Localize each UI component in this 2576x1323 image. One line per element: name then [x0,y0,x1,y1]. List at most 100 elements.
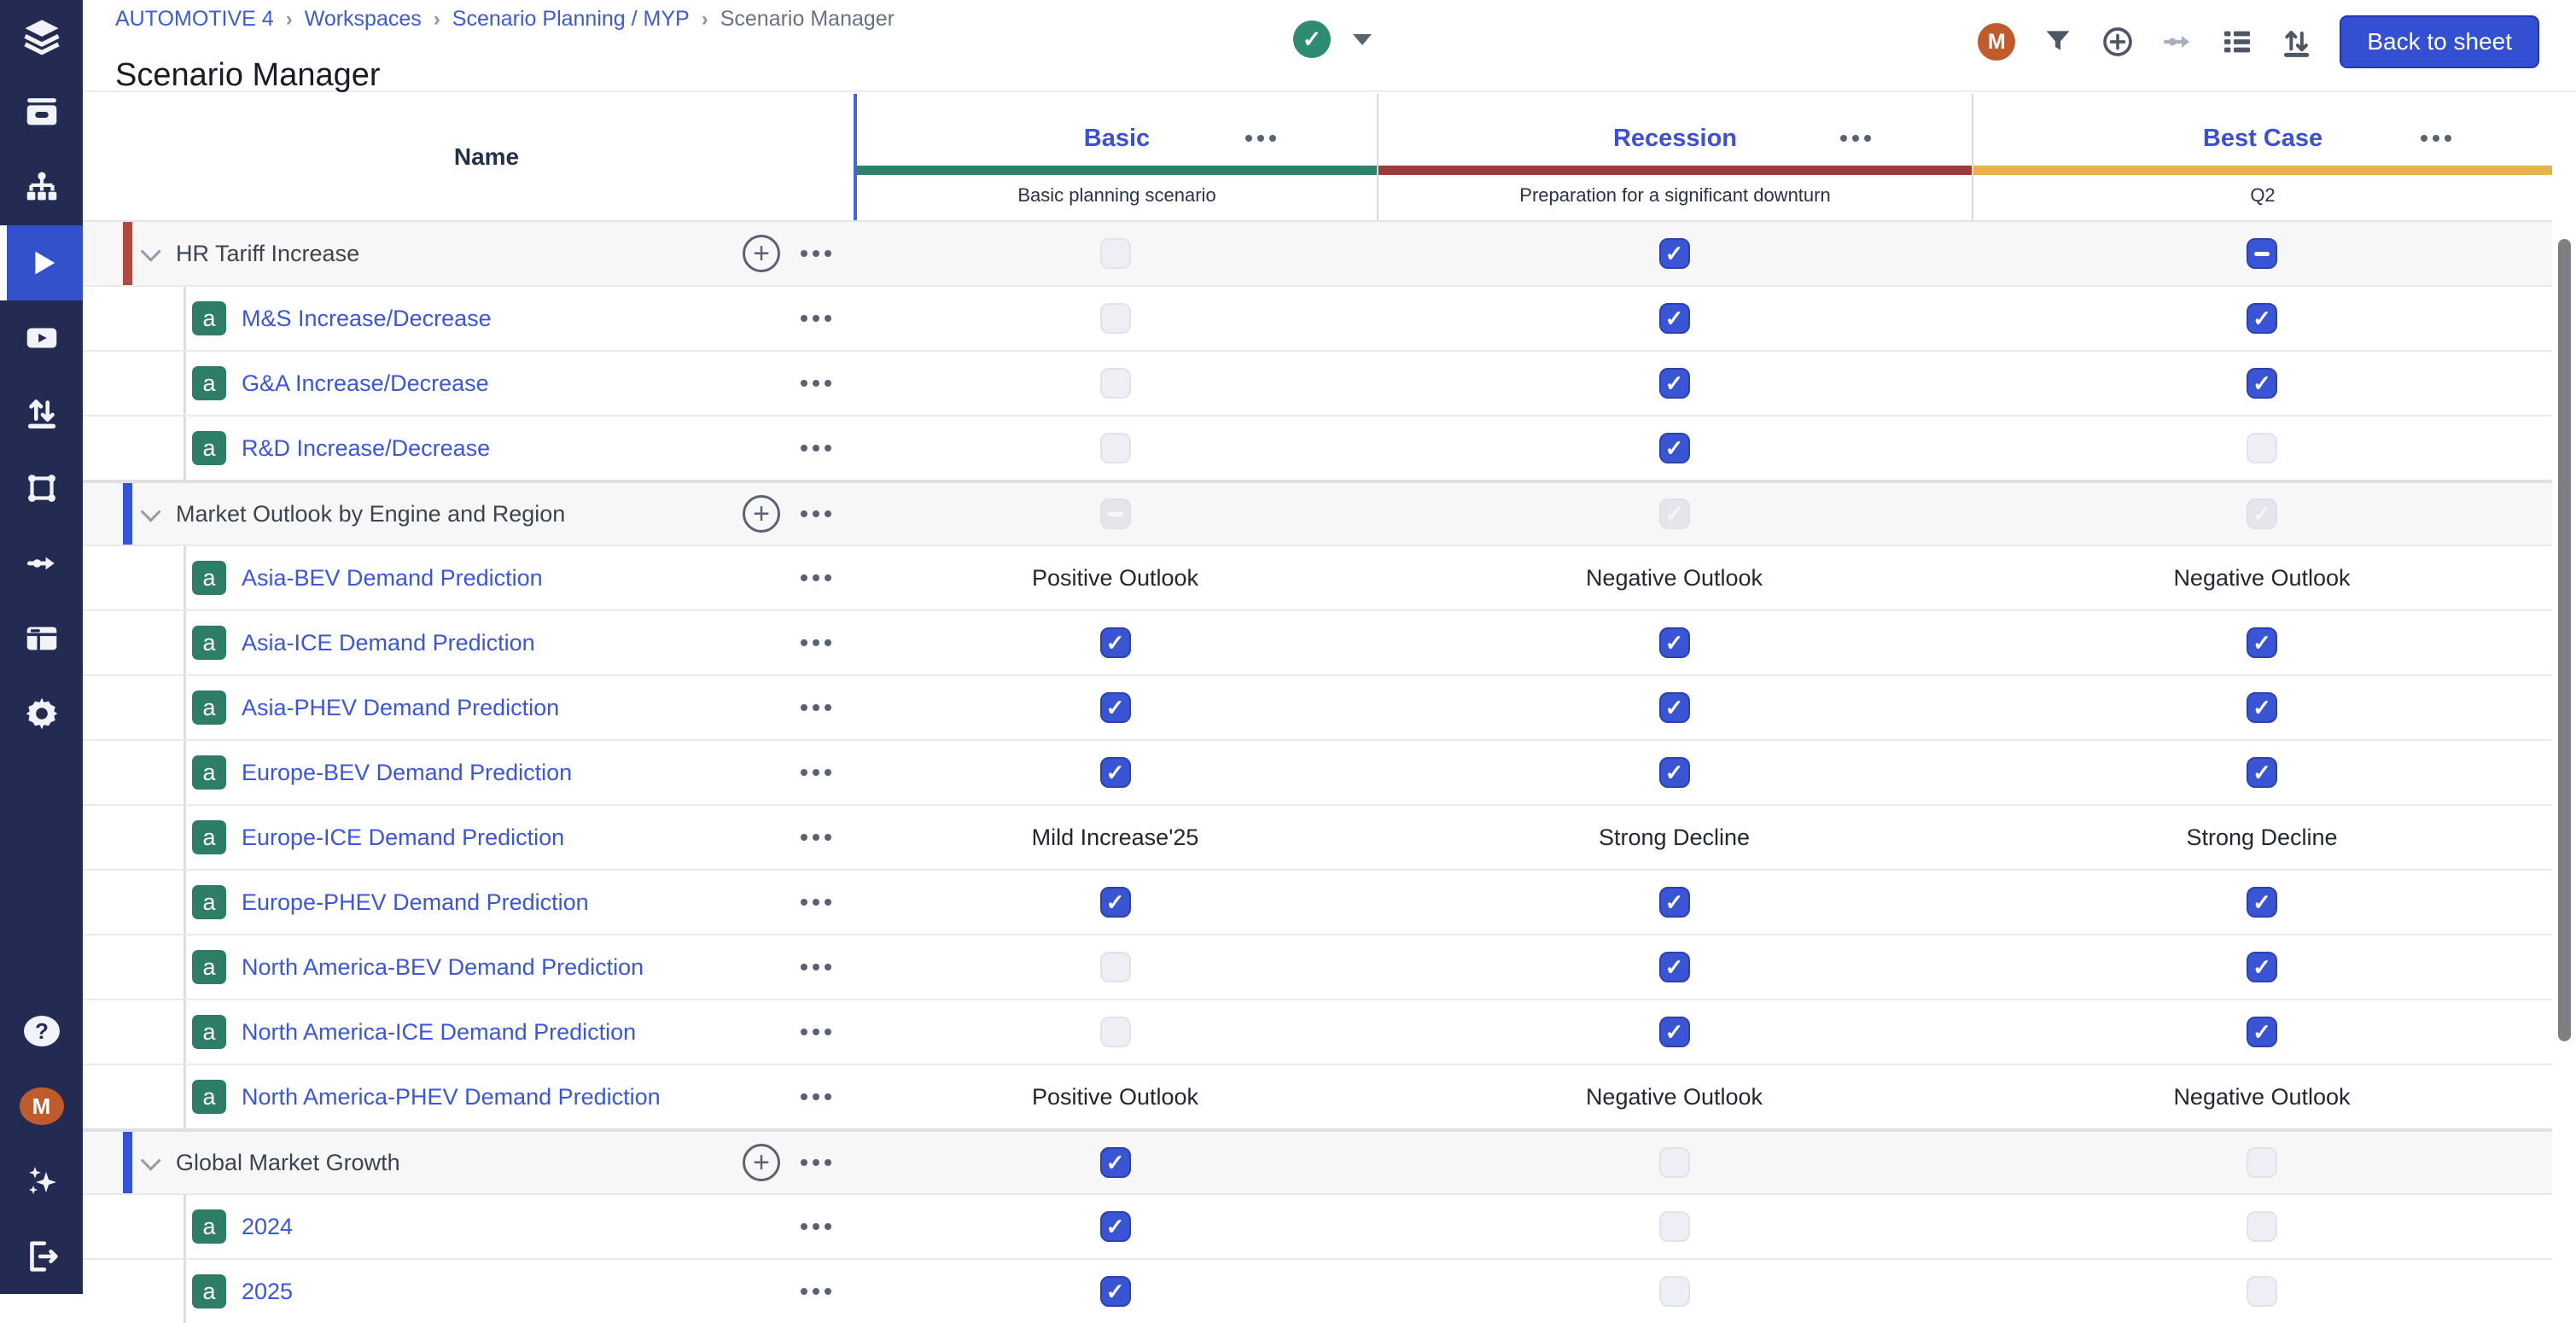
variant-value[interactable]: Positive Outlook [1031,564,1199,591]
add-assumption-icon[interactable]: + [743,495,780,533]
checkbox-best-case[interactable] [2247,433,2277,463]
assumption-link[interactable]: G&A Increase/Decrease [242,370,489,396]
checkbox-best-case[interactable] [2247,1147,2277,1178]
breadcrumb-workspace-link[interactable]: AUTOMOTIVE 4 [115,7,274,31]
checkbox-basic[interactable]: ✓ [1099,692,1131,723]
variant-value[interactable]: Mild Increase'25 [1031,824,1199,850]
checkbox-basic[interactable] [1099,368,1131,399]
assumption-link[interactable]: R&D Increase/Decrease [242,434,491,461]
add-circle-icon[interactable] [2101,25,2135,59]
chevron-down-icon[interactable] [140,501,161,522]
checkbox-best-case[interactable]: ✓ [2247,887,2277,918]
checkbox-recession[interactable]: ✓ [1658,952,1690,982]
row-menu-icon[interactable] [801,639,831,646]
sidebar-item-model-cube[interactable] [0,451,83,526]
checkbox-best-case[interactable]: ✓ [2247,692,2277,723]
checkbox-best-case[interactable] [2247,1276,2277,1307]
checkbox-best-case[interactable]: ✓ [2247,952,2277,982]
checkbox-recession[interactable] [1658,1147,1690,1178]
checkbox-best-case[interactable] [2247,1211,2277,1242]
row-menu-icon[interactable] [801,510,831,517]
checkbox-basic[interactable]: ✓ [1099,1276,1131,1307]
scenario-menu-icon[interactable] [1840,135,1871,142]
assumption-link[interactable]: North America-PHEV Demand Prediction [242,1083,661,1110]
checkbox-best-case[interactable]: ✓ [2247,368,2277,399]
data-flow-icon[interactable] [2160,25,2194,59]
checkbox-basic[interactable]: ✓ [1099,887,1131,918]
checkbox-basic[interactable] [1099,303,1131,334]
scenario-menu-icon[interactable] [1245,135,1276,142]
assumption-link[interactable]: Asia-ICE Demand Prediction [242,629,535,656]
row-menu-icon[interactable] [801,1159,831,1166]
checkbox-recession[interactable]: ✓ [1658,433,1690,463]
variant-value[interactable]: Negative Outlook [2173,1083,2351,1110]
variant-value[interactable]: Strong Decline [1598,824,1751,850]
assumption-link[interactable]: Europe-PHEV Demand Prediction [242,889,589,915]
row-menu-icon[interactable] [801,380,831,387]
add-assumption-icon[interactable]: + [743,235,780,272]
variant-value[interactable]: Negative Outlook [2173,564,2351,591]
assumption-link[interactable]: Asia-BEV Demand Prediction [242,564,543,591]
assumption-link[interactable]: M&S Increase/Decrease [242,305,492,331]
assumption-link[interactable]: Europe-ICE Demand Prediction [242,824,565,850]
row-menu-icon[interactable] [801,1288,831,1295]
row-menu-icon[interactable] [801,445,831,452]
assumption-link[interactable]: Europe-BEV Demand Prediction [242,759,573,785]
status-dropdown[interactable]: ✓ [1293,20,1372,58]
sidebar-item-help[interactable]: ? [0,994,83,1069]
sort-icon[interactable] [2280,25,2314,59]
checkbox-basic[interactable] [1099,1017,1131,1047]
checkbox-basic[interactable]: ✓ [1099,1211,1131,1242]
row-menu-icon[interactable] [801,899,831,906]
assumption-link[interactable]: 2024 [242,1213,294,1239]
checkbox-basic[interactable] [1099,433,1131,463]
collaborator-avatar[interactable]: M [1978,23,2016,61]
checkbox-recession[interactable]: ✓ [1658,238,1690,269]
chevron-down-icon[interactable] [1353,33,1372,45]
checkbox-basic[interactable]: ✓ [1099,627,1131,658]
checkbox-best-case[interactable]: ✓ [2247,757,2277,788]
row-menu-icon[interactable] [801,834,831,841]
assumption-link[interactable]: 2025 [242,1278,294,1304]
scenario-name[interactable]: Basic [1083,125,1151,152]
row-menu-icon[interactable] [801,1029,831,1035]
sidebar-item-video[interactable] [0,300,83,376]
checkbox-recession[interactable] [1658,1276,1690,1307]
row-menu-icon[interactable] [801,964,831,970]
checkbox-recession[interactable]: ✓ [1658,1017,1690,1047]
sidebar-item-settings[interactable] [0,676,83,751]
checkbox-recession[interactable]: ✓ [1658,757,1690,788]
row-menu-icon[interactable] [801,769,831,776]
sidebar-item-ai-sparkles[interactable] [0,1144,83,1219]
assumption-link[interactable]: North America-BEV Demand Prediction [242,953,644,980]
sidebar-item-play[interactable] [0,225,83,300]
vertical-scrollbar[interactable] [2558,239,2571,1041]
sidebar-item-import-export[interactable] [0,376,83,451]
sidebar-item-user-avatar[interactable]: M [0,1069,83,1144]
sidebar-item-layers-logo[interactable] [0,0,83,75]
row-menu-icon[interactable] [801,574,831,581]
scenario-name[interactable]: Recession [1612,125,1738,152]
chevron-down-icon[interactable] [140,1150,161,1171]
sidebar-item-inbox[interactable] [0,75,83,150]
checkbox-recession[interactable]: ✓ [1658,368,1690,399]
checkbox-recession[interactable]: ✓ [1658,627,1690,658]
add-assumption-icon[interactable]: + [743,1144,780,1181]
checkbox-best-case[interactable] [2247,238,2277,269]
variant-value[interactable]: Negative Outlook [1585,1083,1763,1110]
sidebar-item-hierarchy[interactable] [0,150,83,225]
scenario-name[interactable]: Best Case [2202,125,2323,152]
checkbox-best-case[interactable]: ✓ [2247,303,2277,334]
checkbox-best-case[interactable]: ✓ [2247,1017,2277,1047]
row-menu-icon[interactable] [801,250,831,257]
variant-value[interactable]: Negative Outlook [1585,564,1763,591]
assumption-link[interactable]: North America-ICE Demand Prediction [242,1018,637,1045]
checkbox-basic[interactable]: ✓ [1099,1147,1131,1178]
checkbox-recession[interactable]: ✓ [1658,887,1690,918]
checkbox-recession[interactable] [1658,1211,1690,1242]
checkbox-basic[interactable] [1099,238,1131,269]
checkbox-recession[interactable]: ✓ [1658,692,1690,723]
row-menu-icon[interactable] [801,1223,831,1230]
scenario-menu-icon[interactable] [2421,135,2451,142]
sidebar-item-data-flow[interactable] [0,526,83,601]
